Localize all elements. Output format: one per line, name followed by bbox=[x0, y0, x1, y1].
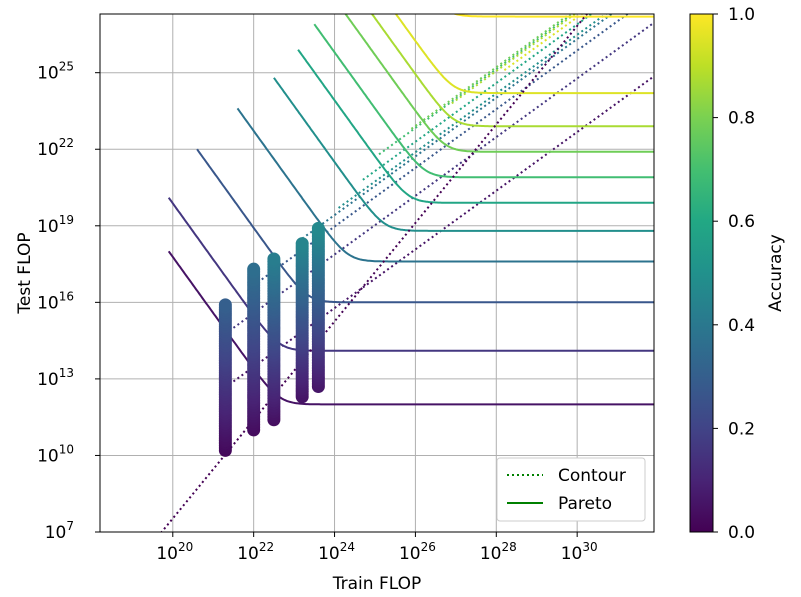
y-axis-label: Test FLOP bbox=[15, 232, 35, 314]
data-point bbox=[311, 221, 325, 235]
data-point bbox=[267, 252, 281, 266]
y-axis-ticks: 107 1010 1013 1016 1019 1022 1025 bbox=[37, 60, 100, 543]
pareto-curve bbox=[273, 77, 654, 232]
grid bbox=[100, 14, 654, 532]
y-tick-label: 1019 bbox=[37, 213, 74, 237]
plot-series bbox=[160, 14, 654, 532]
legend: Contour Pareto bbox=[496, 457, 646, 522]
y-tick-label: 1013 bbox=[37, 366, 74, 390]
y-tick-label: 1016 bbox=[37, 289, 74, 313]
y-tick-label: 1022 bbox=[37, 136, 74, 160]
y-tick-label: 1025 bbox=[37, 60, 74, 84]
colorbar-tick-label: 0.8 bbox=[728, 109, 755, 129]
colorbar-ticks: 0.0 0.2 0.4 0.6 0.8 1.0 bbox=[713, 5, 755, 543]
y-tick-label: 1010 bbox=[37, 442, 74, 466]
x-tick-label: 1022 bbox=[237, 540, 274, 564]
colorbar-tick-label: 0.0 bbox=[728, 523, 755, 543]
x-tick-label: 1028 bbox=[480, 540, 517, 564]
pareto-curve bbox=[297, 49, 654, 204]
legend-contour-label: Contour bbox=[558, 466, 626, 486]
pareto-curve bbox=[167, 250, 654, 406]
contour-line bbox=[503, 14, 584, 71]
colorbar: 0.0 0.2 0.4 0.6 0.8 1.0 Accuracy bbox=[689, 5, 786, 543]
x-tick-label: 1024 bbox=[318, 540, 355, 564]
contour-line bbox=[451, 14, 577, 105]
pareto-curve bbox=[236, 107, 654, 263]
x-axis-ticks: 1020 1022 1024 1026 1028 1030 bbox=[156, 532, 598, 564]
pareto-curve bbox=[344, 14, 654, 153]
pareto-curve bbox=[370, 14, 654, 128]
data-point bbox=[247, 262, 261, 276]
x-tick-label: 1030 bbox=[561, 540, 598, 564]
pareto-curve bbox=[452, 14, 654, 18]
plot-area-frame bbox=[99, 13, 655, 533]
x-tick-label: 1020 bbox=[156, 540, 193, 564]
colorbar-tick-label: 0.6 bbox=[728, 212, 755, 232]
x-axis-label: Train FLOP bbox=[332, 574, 421, 593]
colorbar-tick-label: 0.2 bbox=[728, 419, 755, 439]
colorbar-tick-label: 0.4 bbox=[728, 316, 755, 336]
legend-box bbox=[496, 457, 646, 522]
colorbar-label: Accuracy bbox=[766, 234, 786, 312]
x-tick-label: 1026 bbox=[399, 540, 436, 564]
colorbar-tick-label: 1.0 bbox=[728, 5, 755, 25]
legend-pareto-label: Pareto bbox=[558, 494, 612, 514]
y-tick-label: 107 bbox=[45, 519, 74, 543]
data-point bbox=[295, 237, 309, 251]
colorbar-gradient bbox=[689, 13, 714, 533]
contour-line bbox=[160, 14, 589, 532]
pareto-curve bbox=[394, 14, 654, 95]
data-point bbox=[218, 298, 232, 312]
contour-line bbox=[378, 14, 575, 156]
pareto-curve bbox=[167, 197, 654, 352]
pareto-curve bbox=[313, 23, 654, 179]
